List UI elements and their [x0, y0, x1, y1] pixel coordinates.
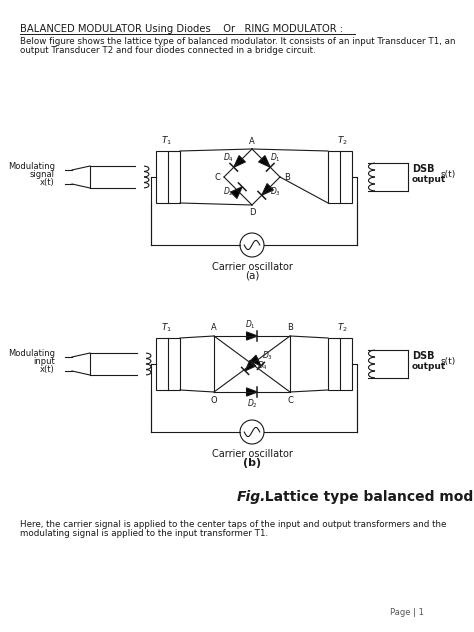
Bar	[156, 338, 180, 390]
Text: DSB: DSB	[412, 164, 435, 174]
Text: input: input	[33, 357, 55, 366]
Polygon shape	[230, 187, 242, 198]
Text: (a): (a)	[245, 271, 259, 281]
Text: $T_1$: $T_1$	[161, 322, 172, 334]
Text: Fig.: Fig.	[237, 490, 266, 504]
Polygon shape	[262, 183, 273, 195]
Bar	[328, 338, 352, 390]
Bar	[328, 151, 352, 203]
Text: Lattice type balanced modulator: Lattice type balanced modulator	[255, 490, 474, 504]
Text: $D_1$: $D_1$	[270, 151, 281, 164]
Text: modulating signal is applied to the input transformer T1.: modulating signal is applied to the inpu…	[20, 529, 268, 538]
Text: D: D	[249, 208, 255, 217]
Text: A: A	[211, 323, 217, 332]
Text: Below figure shows the lattice type of balanced modulator. It consists of an inp: Below figure shows the lattice type of b…	[20, 37, 456, 46]
Text: Carrier oscillator: Carrier oscillator	[211, 449, 292, 459]
Text: DSB: DSB	[412, 351, 435, 361]
Bar	[156, 151, 180, 203]
Text: output: output	[412, 175, 446, 184]
Text: $D_4$: $D_4$	[223, 151, 234, 164]
Text: O: O	[210, 396, 217, 405]
Polygon shape	[246, 388, 257, 396]
Text: output Transducer T2 and four diodes connected in a bridge circuit.: output Transducer T2 and four diodes con…	[20, 46, 316, 55]
Polygon shape	[245, 360, 256, 371]
Text: B: B	[287, 323, 293, 332]
Text: B: B	[284, 173, 290, 181]
Text: A: A	[249, 137, 255, 146]
Text: (b): (b)	[243, 458, 261, 468]
Text: s(t): s(t)	[441, 170, 456, 179]
Text: $D_3$: $D_3$	[270, 185, 281, 197]
Text: $T_2$: $T_2$	[337, 135, 347, 147]
Text: BALANCED MODULATOR Using Diodes    Or   RING MODULATOR :: BALANCED MODULATOR Using Diodes Or RING …	[20, 24, 343, 34]
Polygon shape	[246, 332, 257, 340]
Polygon shape	[250, 355, 261, 366]
Text: x(t): x(t)	[40, 365, 55, 374]
Text: $D_4$: $D_4$	[257, 359, 268, 372]
Text: Page | 1: Page | 1	[390, 608, 424, 617]
Text: s(t): s(t)	[441, 357, 456, 366]
Polygon shape	[259, 155, 270, 167]
Text: Modulating: Modulating	[8, 349, 55, 358]
Text: signal: signal	[30, 170, 55, 179]
Text: $D_3$: $D_3$	[262, 350, 273, 363]
Text: $D_2$: $D_2$	[223, 185, 234, 197]
Text: Here, the carrier signal is applied to the center taps of the input and output t: Here, the carrier signal is applied to t…	[20, 520, 447, 529]
Text: Modulating: Modulating	[8, 162, 55, 171]
Text: $T_2$: $T_2$	[337, 322, 347, 334]
Text: C: C	[287, 396, 293, 405]
Polygon shape	[234, 155, 246, 167]
Text: output: output	[412, 362, 446, 371]
Text: $T_1$: $T_1$	[161, 135, 172, 147]
Text: C: C	[214, 173, 220, 181]
Text: x(t): x(t)	[40, 178, 55, 187]
Text: $D_2$: $D_2$	[246, 398, 257, 411]
Text: Carrier oscillator: Carrier oscillator	[211, 262, 292, 272]
Text: $D_1$: $D_1$	[245, 319, 255, 331]
